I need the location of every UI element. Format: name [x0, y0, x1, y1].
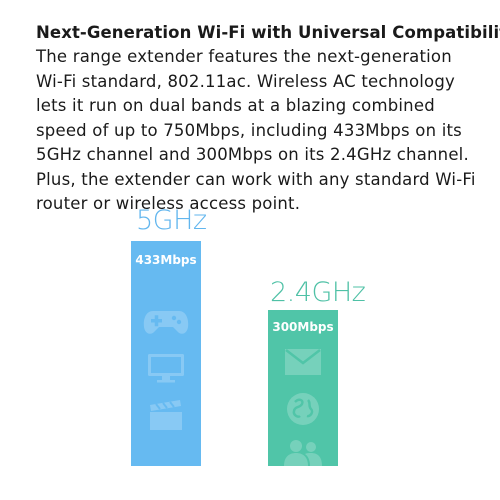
band-label-24ghz: 2.4GHz: [270, 277, 366, 308]
headline: Next-Generation Wi-Fi with Universal Com…: [36, 23, 500, 42]
band-label-5ghz: 5GHz: [136, 205, 207, 236]
description-text: The range extender features the next-gen…: [36, 47, 476, 213]
speed-label-24ghz: 300Mbps: [272, 320, 334, 334]
gamepad-icon: [143, 311, 189, 334]
monitor-icon: [148, 354, 184, 383]
users-icon: [284, 440, 322, 466]
speed-bar-5ghz: 433Mbps: [131, 241, 201, 466]
globe-icon: [287, 393, 319, 425]
clapperboard-icon: [150, 400, 182, 430]
mail-icon: [285, 349, 321, 375]
speed-bar-24ghz: 300Mbps: [268, 310, 338, 466]
speed-label-5ghz: 433Mbps: [135, 253, 197, 267]
